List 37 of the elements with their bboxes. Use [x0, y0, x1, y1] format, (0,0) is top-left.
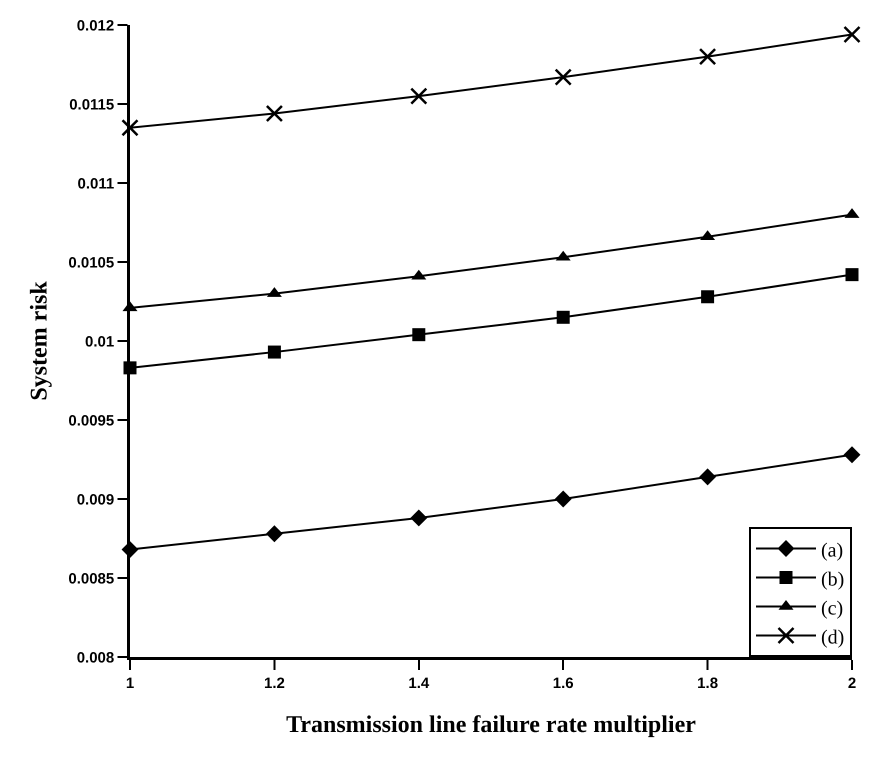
x-axis-title: Transmission line failure rate multiplier: [286, 712, 696, 738]
x-tick-label: 1.6: [552, 674, 574, 692]
point: [844, 446, 860, 464]
y-tick-label: 0.01: [85, 333, 114, 350]
x-tick-label: 2: [848, 674, 856, 692]
point: [410, 510, 428, 526]
x-tick-label: 1: [126, 674, 134, 692]
y-tick-label: 0.009: [76, 491, 114, 508]
point: [554, 68, 572, 86]
point: [412, 328, 426, 342]
point: [268, 346, 281, 359]
point: [266, 525, 283, 542]
x-tick-label: 1.4: [408, 674, 430, 692]
point: [554, 490, 572, 508]
point: [698, 48, 716, 66]
y-tick-label: 0.0115: [69, 96, 114, 114]
point: [410, 87, 428, 105]
y-axis-title: System risk: [26, 280, 52, 401]
point: [699, 468, 716, 486]
y-tick-label: 0.0105: [68, 254, 114, 272]
legend-label: (a): [821, 539, 844, 562]
point: [266, 104, 284, 122]
point: [701, 290, 714, 304]
y-tick-label: 0.0095: [68, 412, 114, 430]
point: [846, 268, 858, 282]
point: [121, 118, 139, 136]
point: [556, 310, 570, 324]
legend-label: (b): [821, 568, 844, 590]
legend-label: (d): [821, 626, 844, 648]
y-tick-label: 0.012: [76, 17, 114, 34]
x-tick-label: 1.2: [264, 674, 285, 692]
y-tick-label: 0.011: [78, 175, 114, 192]
y-tick-label: 0.0085: [68, 570, 114, 588]
x-tick-label: 1.8: [697, 674, 718, 692]
y-tick-label: 0.008: [76, 649, 114, 666]
legend-label: (c): [821, 597, 844, 620]
point: [843, 26, 861, 44]
